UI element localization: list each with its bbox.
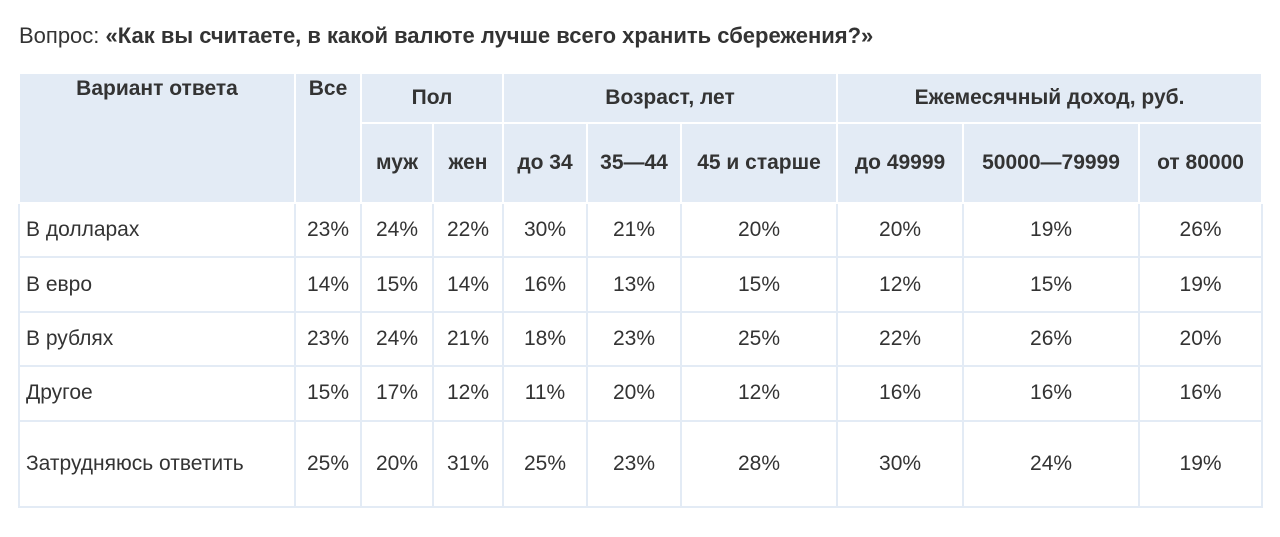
table-row: Другое 15% 17% 12% 11% 20% 12% 16% 16% 1… bbox=[18, 365, 1264, 422]
cell-value: 23% bbox=[586, 419, 682, 509]
header-sub-age-45-plus: 45 и старше bbox=[679, 122, 839, 204]
header-group-income: Ежемесячный доход, руб. bbox=[836, 72, 1264, 124]
cell-value: 11% bbox=[502, 365, 588, 422]
question-text: «Как вы считаете, в какой валюте лучше в… bbox=[105, 23, 874, 48]
header-sub-age-35-44: 35—44 bbox=[586, 122, 682, 204]
table-row: В рублях 23% 24% 21% 18% 23% 25% 22% 26%… bbox=[18, 310, 1264, 368]
header-group-age: Возраст, лет bbox=[501, 72, 839, 124]
cell-value: 13% bbox=[586, 256, 682, 313]
row-label: В евро bbox=[18, 256, 296, 313]
cell-value: 15% bbox=[679, 256, 839, 313]
cell-value: 16% bbox=[502, 256, 588, 313]
header-row-subgroups: муж жен до 34 35—44 45 и старше до 49999… bbox=[19, 122, 1264, 204]
cell-value: 30% bbox=[836, 419, 965, 509]
cell-value: 26% bbox=[1138, 201, 1264, 259]
header-group-gender: Пол bbox=[360, 72, 504, 124]
row-label: В рублях bbox=[18, 310, 296, 368]
cell-value: 21% bbox=[586, 201, 682, 259]
cell-value: 20% bbox=[586, 365, 682, 422]
header-sub-age-under-34: до 34 bbox=[502, 122, 588, 204]
cell-value: 12% bbox=[679, 365, 839, 422]
cell-value: 24% bbox=[962, 419, 1141, 509]
header-sub-income-low: до 49999 bbox=[836, 122, 965, 204]
cell-value: 30% bbox=[502, 201, 588, 259]
cell-value: 15% bbox=[360, 256, 434, 313]
question-prefix: Вопрос: bbox=[19, 23, 106, 48]
cell-value: 28% bbox=[679, 419, 839, 509]
table-row: В долларах 23% 24% 22% 30% 21% 20% 20% 1… bbox=[18, 201, 1264, 259]
cell-value: 19% bbox=[1138, 256, 1264, 313]
cell-value: 20% bbox=[836, 201, 965, 259]
cell-value: 23% bbox=[294, 310, 362, 368]
cell-value: 17% bbox=[360, 365, 434, 422]
header-sub-income-high: от 80000 bbox=[1138, 122, 1264, 204]
cell-value: 16% bbox=[836, 365, 965, 422]
cell-value: 24% bbox=[360, 201, 434, 259]
header-all: Все bbox=[294, 72, 362, 204]
header-sub-income-mid: 50000—79999 bbox=[962, 122, 1141, 204]
cell-value: 23% bbox=[586, 310, 682, 368]
header-row-groups: Вариант ответа Все Пол Возраст, лет Ежем… bbox=[18, 72, 1264, 204]
survey-table: Вариант ответа Все Пол Возраст, лет Ежем… bbox=[18, 72, 1264, 509]
cell-value: 20% bbox=[679, 201, 839, 259]
table-row: Затрудняюсь ответить 25% 20% 31% 25% 23%… bbox=[18, 419, 1264, 509]
cell-value: 20% bbox=[360, 419, 434, 509]
cell-value: 24% bbox=[360, 310, 434, 368]
row-label: Затрудняюсь ответить bbox=[18, 419, 296, 509]
cell-value: 22% bbox=[432, 201, 504, 259]
cell-value: 23% bbox=[294, 201, 362, 259]
cell-value: 14% bbox=[294, 256, 362, 313]
cell-value: 15% bbox=[962, 256, 1141, 313]
cell-value: 12% bbox=[836, 256, 965, 313]
cell-value: 25% bbox=[679, 310, 839, 368]
row-label: Другое bbox=[18, 365, 296, 422]
cell-value: 15% bbox=[294, 365, 362, 422]
cell-value: 31% bbox=[432, 419, 504, 509]
cell-value: 25% bbox=[502, 419, 588, 509]
question-line: Вопрос: «Как вы считаете, в какой валюте… bbox=[19, 22, 873, 50]
cell-value: 19% bbox=[962, 201, 1141, 259]
cell-value: 22% bbox=[836, 310, 965, 368]
header-variant: Вариант ответа bbox=[18, 72, 296, 204]
cell-value: 16% bbox=[962, 365, 1141, 422]
row-label: В долларах bbox=[18, 201, 296, 259]
cell-value: 19% bbox=[1138, 419, 1264, 509]
cell-value: 20% bbox=[1138, 310, 1264, 368]
cell-value: 21% bbox=[432, 310, 504, 368]
cell-value: 18% bbox=[502, 310, 588, 368]
table-row: В евро 14% 15% 14% 16% 13% 15% 12% 15% 1… bbox=[18, 256, 1264, 313]
header-sub-male: муж bbox=[360, 122, 434, 204]
cell-value: 14% bbox=[432, 256, 504, 313]
cell-value: 26% bbox=[962, 310, 1141, 368]
cell-value: 25% bbox=[294, 419, 362, 509]
cell-value: 16% bbox=[1138, 365, 1264, 422]
header-sub-female: жен bbox=[432, 122, 504, 204]
cell-value: 12% bbox=[432, 365, 504, 422]
